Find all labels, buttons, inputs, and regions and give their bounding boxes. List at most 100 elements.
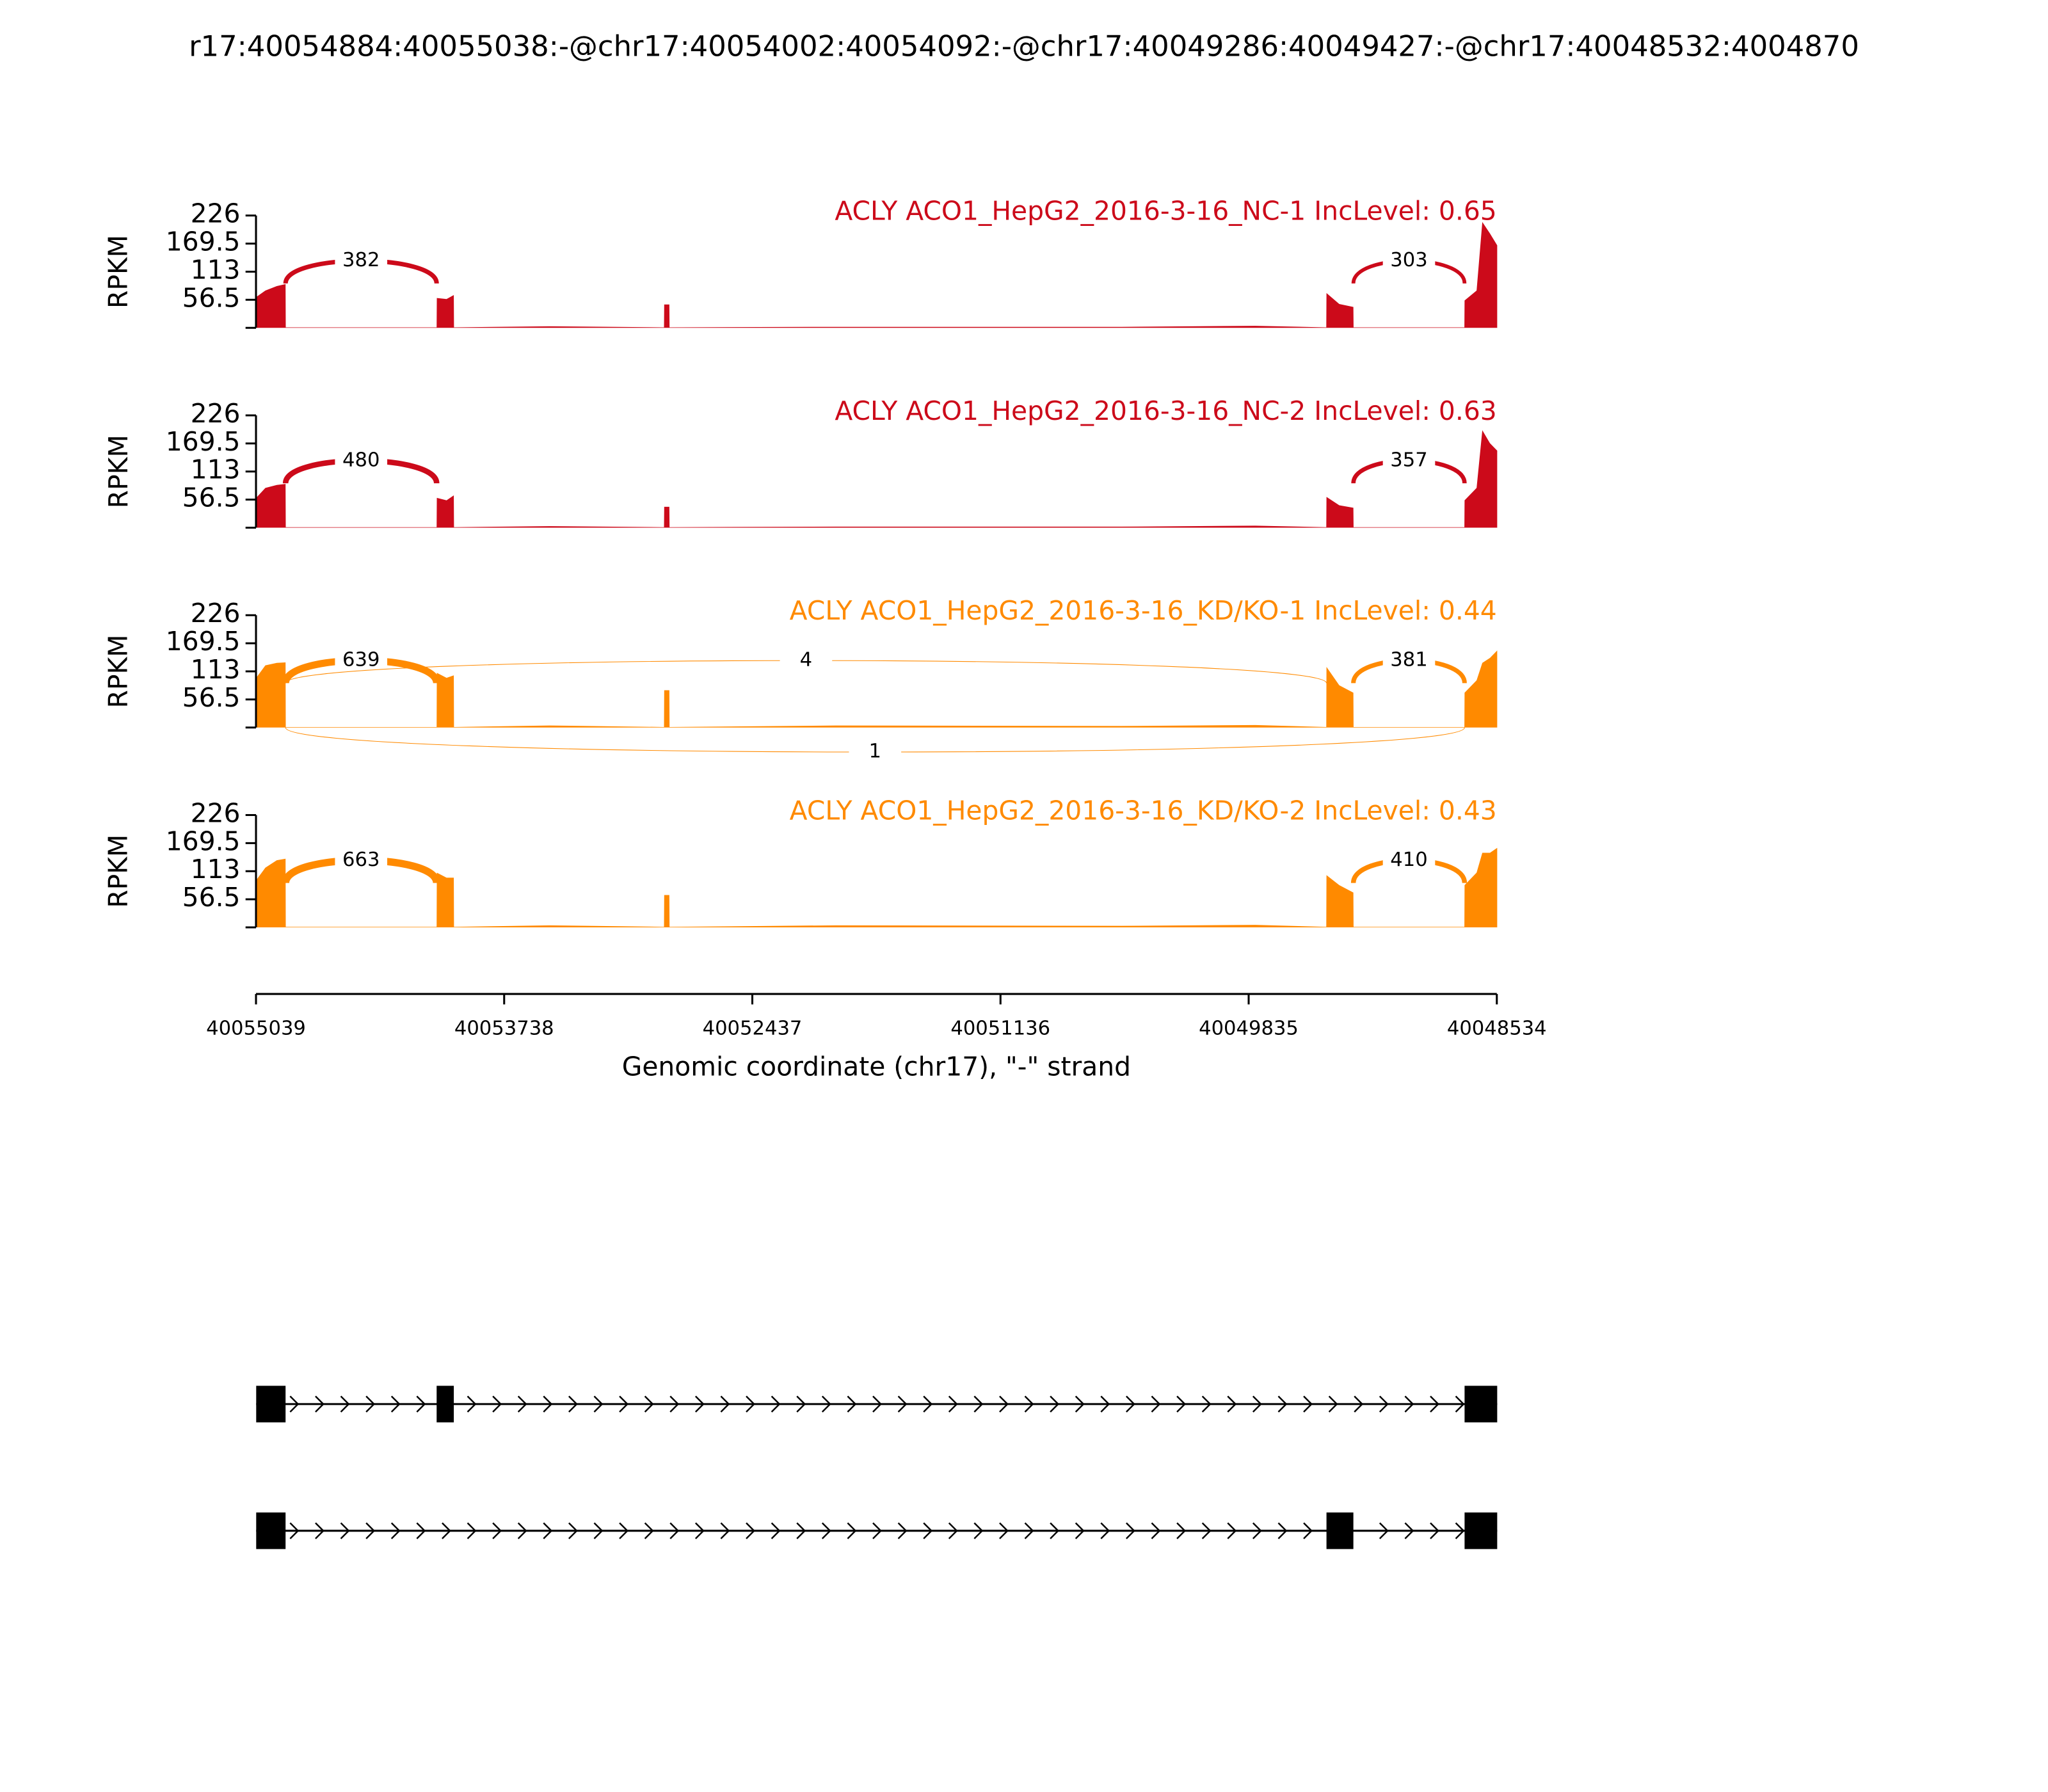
strand-arrow — [1024, 1395, 1034, 1412]
strand-arrow — [720, 1395, 730, 1412]
strand-arrow — [720, 1522, 730, 1539]
strand-arrow — [948, 1395, 958, 1412]
exon — [1326, 1512, 1354, 1549]
strand-arrow — [1277, 1522, 1288, 1539]
strand-arrow — [1430, 1522, 1439, 1539]
strand-arrow — [1404, 1395, 1414, 1412]
strand-arrow — [568, 1395, 578, 1412]
strand-arrow — [390, 1522, 401, 1539]
exon — [1464, 1386, 1498, 1423]
y-tick-label: 226 — [191, 398, 241, 429]
junction-label-bg — [335, 648, 388, 673]
strand-arrow — [467, 1395, 477, 1412]
x-tick-label: 40052437 — [703, 1018, 803, 1040]
strand-arrow — [897, 1522, 908, 1539]
strand-arrow — [872, 1395, 882, 1412]
strand-arrow — [1075, 1522, 1085, 1539]
strand-arrow — [289, 1395, 300, 1412]
y-tick-label: 169.5 — [166, 626, 241, 657]
strand-arrow — [669, 1522, 680, 1539]
coverage-area — [256, 650, 1498, 728]
y-tick-label: 113 — [191, 654, 241, 685]
strand-arrow — [315, 1522, 324, 1539]
y-tick-label: 56.5 — [182, 882, 241, 913]
strand-arrow — [517, 1395, 527, 1412]
strand-arrow — [923, 1395, 933, 1412]
junction-label-bg — [335, 849, 388, 872]
strand-arrow — [1075, 1395, 1085, 1412]
strand-arrow — [1100, 1522, 1110, 1539]
strand-arrow — [1227, 1395, 1237, 1412]
strand-arrow — [821, 1522, 831, 1539]
junction-label-bg — [335, 449, 388, 473]
junction-label-bg — [1382, 449, 1436, 473]
strand-arrow — [1430, 1395, 1439, 1412]
x-tick-label: 40049835 — [1199, 1018, 1299, 1040]
strand-arrow — [1126, 1522, 1135, 1539]
strand-arrow — [1379, 1395, 1389, 1412]
strand-arrow — [315, 1395, 324, 1412]
junction-label: 382 — [342, 249, 380, 271]
junction-label: 4 — [800, 649, 812, 671]
y-axis-label: RPKM — [103, 435, 134, 508]
strand-arrow — [1455, 1395, 1465, 1412]
exon — [256, 1512, 286, 1549]
strand-arrow — [973, 1395, 984, 1412]
y-tick-label: 113 — [191, 854, 241, 884]
strand-arrow — [897, 1395, 908, 1412]
strand-arrow — [771, 1395, 781, 1412]
y-tick-label: 226 — [191, 198, 241, 229]
coverage-area — [256, 430, 1498, 528]
strand-arrow — [467, 1522, 477, 1539]
strand-arrow — [1328, 1395, 1338, 1412]
strand-arrow — [1151, 1395, 1161, 1412]
track-title: ACLY ACO1_HepG2_2016-3-16_NC-1 IncLevel:… — [835, 196, 1496, 227]
strand-arrow — [771, 1522, 781, 1539]
strand-arrow — [593, 1395, 604, 1412]
junction-label-bg — [1382, 849, 1436, 872]
strand-arrow — [365, 1395, 376, 1412]
strand-arrow — [492, 1522, 502, 1539]
exon — [256, 1386, 286, 1423]
strand-arrow — [669, 1395, 680, 1412]
strand-arrow — [796, 1395, 806, 1412]
y-tick-label: 169.5 — [166, 227, 241, 257]
strand-arrow — [619, 1522, 629, 1539]
strand-arrow — [1176, 1395, 1187, 1412]
y-tick-label: 226 — [191, 797, 241, 828]
x-tick-label: 40053738 — [454, 1018, 554, 1040]
strand-arrow — [619, 1395, 629, 1412]
y-tick-label: 56.5 — [182, 682, 241, 713]
strand-arrow — [923, 1522, 933, 1539]
y-tick-label: 226 — [191, 598, 241, 628]
strand-arrow — [1201, 1522, 1212, 1539]
strand-arrow — [365, 1522, 376, 1539]
y-tick-label: 169.5 — [166, 426, 241, 457]
strand-arrow — [1277, 1395, 1288, 1412]
junction-label: 357 — [1390, 449, 1427, 471]
strand-arrow — [416, 1522, 426, 1539]
strand-arrow — [442, 1522, 451, 1539]
strand-arrow — [1176, 1522, 1187, 1539]
strand-arrow — [543, 1522, 553, 1539]
strand-arrow — [1100, 1395, 1110, 1412]
y-axis-label: RPKM — [103, 235, 134, 308]
junction-label: 410 — [1390, 849, 1427, 871]
exon — [436, 1386, 454, 1423]
track-title: ACLY ACO1_HepG2_2016-3-16_KD/KO-2 IncLev… — [790, 795, 1497, 826]
junction-label-bg — [1382, 648, 1436, 673]
strand-arrow — [847, 1395, 857, 1412]
y-tick-label: 113 — [191, 254, 241, 285]
strand-arrow — [543, 1395, 553, 1412]
y-tick-label: 113 — [191, 454, 241, 485]
strand-arrow — [1126, 1395, 1135, 1412]
strand-arrow — [289, 1522, 300, 1539]
strand-arrow — [796, 1522, 806, 1539]
strand-arrow — [1404, 1522, 1414, 1539]
y-axis-label: RPKM — [103, 835, 134, 908]
strand-arrow — [1050, 1395, 1060, 1412]
x-axis-label: Genomic coordinate (chr17), "-" strand — [622, 1051, 1131, 1082]
strand-arrow — [1252, 1395, 1262, 1412]
